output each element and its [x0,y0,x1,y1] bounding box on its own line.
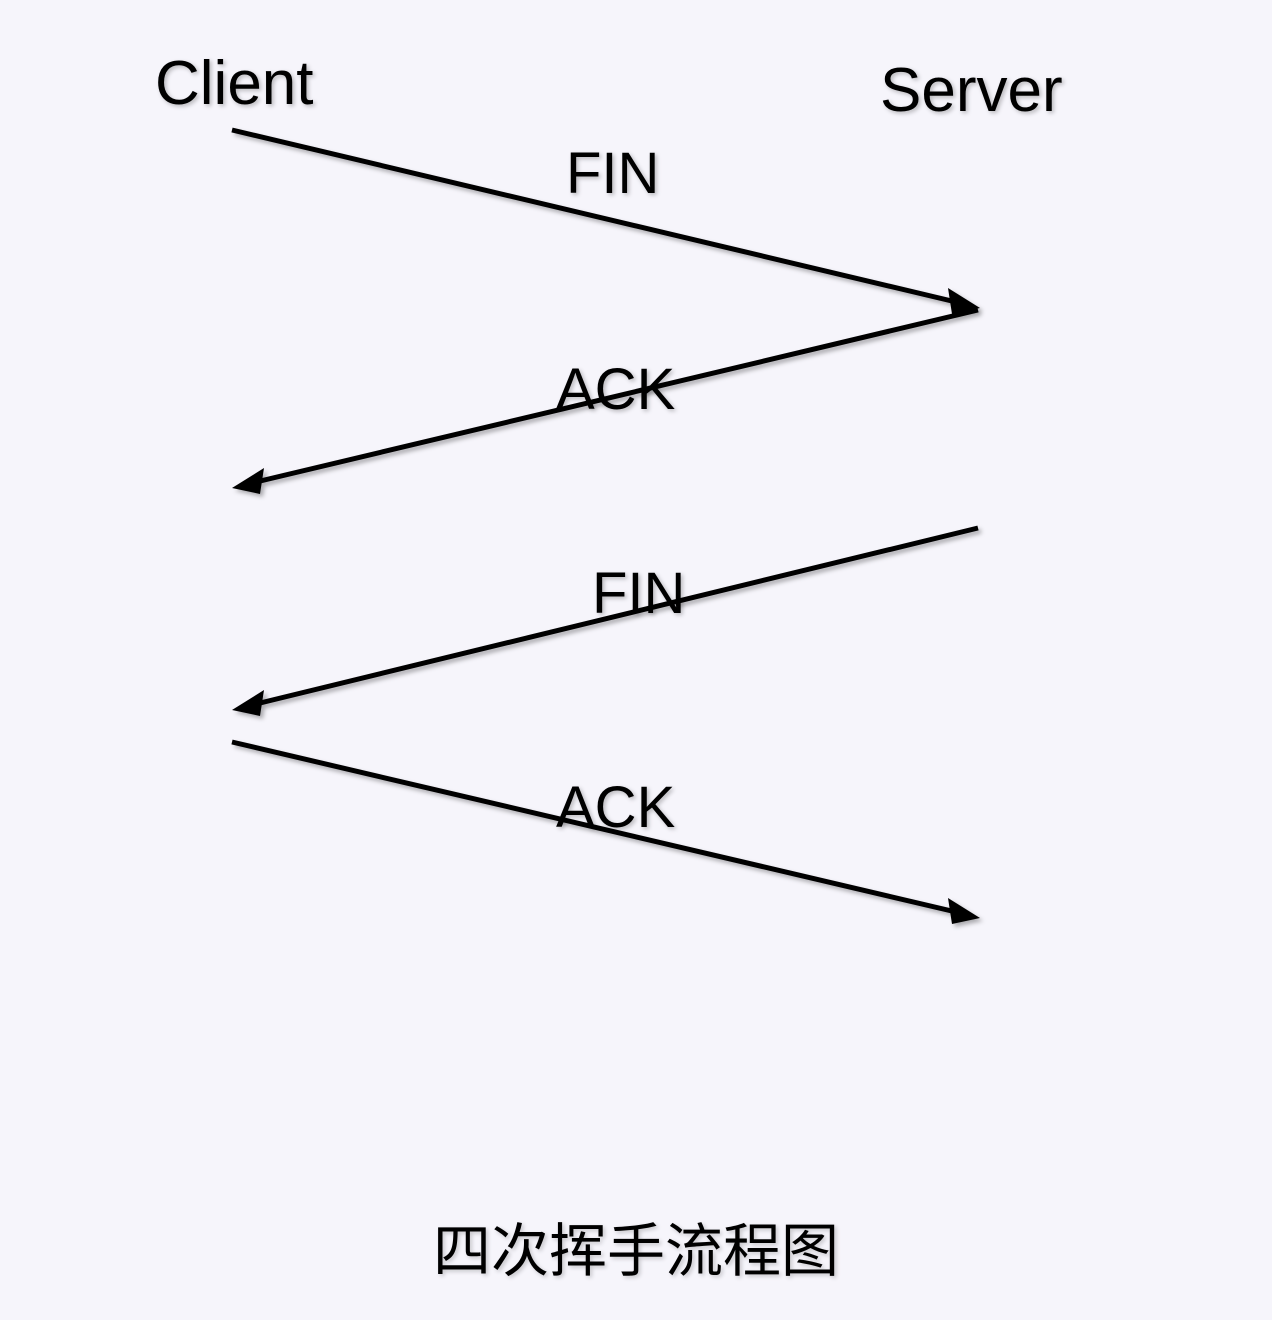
diagram-caption: 四次挥手流程图 [433,1204,839,1288]
message-label-ack-1: ACK [556,356,675,423]
server-label: Server [880,55,1063,126]
message-label-fin-1: FIN [566,140,659,207]
client-label: Client [155,48,314,119]
sequence-diagram: Client Server FIN ACK FIN ACK 四次挥手流程图 [0,0,1272,1320]
message-label-fin-2: FIN [592,560,685,627]
message-label-ack-2: ACK [556,774,675,841]
